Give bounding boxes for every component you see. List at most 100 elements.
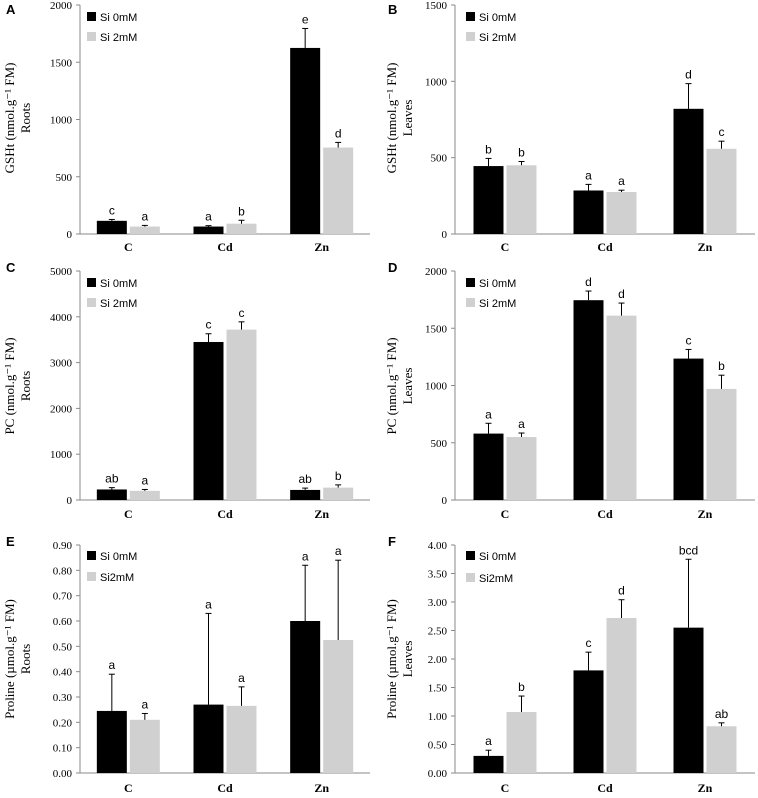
significance-letter: b	[485, 142, 492, 156]
significance-letter: c	[206, 318, 212, 332]
y-tick-label: 0	[67, 495, 73, 507]
legend-swatch	[87, 572, 96, 581]
y-tick-label: 500	[431, 153, 448, 165]
y-tick-label: 0.50	[428, 740, 448, 752]
bar-si2mm	[226, 329, 257, 500]
significance-letter: a	[141, 473, 148, 487]
significance-letter: e	[302, 12, 309, 26]
legend-label: Si 2mM	[100, 298, 137, 310]
significance-letter: ab	[105, 472, 119, 486]
legend-swatch	[466, 573, 475, 582]
legend-swatch	[466, 32, 475, 41]
y-axis-title-line2: Roots	[18, 103, 33, 133]
bar-si2mm	[323, 147, 354, 234]
bar-si0mm	[290, 489, 321, 500]
x-category-label: C	[124, 781, 133, 795]
y-axis-title-line1: PC (nmol.g⁻¹ FM)	[2, 337, 17, 434]
y-axis-title-line2: Leaves	[400, 100, 415, 137]
significance-letter: a	[585, 168, 592, 182]
y-tick-label: 2.50	[428, 626, 448, 638]
panel-a: A 0 500 1000 1500 2000 GSHt (nmol.g⁻¹ FM)Roots…	[2, 0, 370, 254]
bar-si0mm	[573, 670, 604, 773]
y-axis-title-line1: Proline (µmol.g⁻¹ FM)	[384, 599, 399, 719]
legend-swatch	[87, 278, 96, 287]
x-category-label: C	[501, 240, 510, 254]
x-category-label: Zn	[314, 781, 329, 795]
y-axis-title-line1: GSHt (nmol.g⁻¹ FM)	[2, 63, 17, 174]
significance-letter: d	[685, 68, 692, 82]
panel-letter: C	[6, 260, 16, 275]
bar-si2mm	[506, 165, 537, 234]
bar-si0mm	[290, 621, 321, 773]
bar-si2mm	[706, 726, 737, 773]
significance-letter: a	[141, 209, 148, 223]
bar-si0mm	[96, 220, 127, 234]
legend-label: Si2mM	[479, 573, 513, 585]
significance-letter: c	[719, 125, 725, 139]
y-axis-title-line2: Leaves	[400, 641, 415, 678]
y-tick-label: 500	[56, 172, 73, 184]
bar-si0mm	[673, 108, 704, 234]
y-tick-label: 0	[67, 229, 73, 241]
y-tick-label: 1500	[425, 0, 448, 12]
bar-si2mm	[323, 487, 354, 500]
y-tick-label: 0.00	[428, 768, 448, 780]
bar-si0mm	[193, 704, 224, 773]
y-tick-label: 0.20	[53, 717, 73, 729]
x-category-label: Cd	[217, 240, 233, 254]
bar-si0mm	[96, 710, 127, 773]
significance-letter: ab	[298, 472, 312, 486]
y-tick-label: 1500	[50, 57, 73, 69]
panel-letter: D	[388, 260, 397, 275]
panel-letter: E	[6, 534, 15, 549]
significance-letter: d	[618, 287, 625, 301]
y-tick-label: 1.00	[428, 711, 448, 723]
y-tick-label: 0.80	[53, 565, 73, 577]
legend-swatch	[466, 298, 475, 307]
x-category-label: Zn	[698, 507, 713, 521]
y-tick-label: 0.40	[53, 667, 73, 679]
significance-letter: a	[518, 417, 525, 431]
bar-si2mm	[606, 617, 637, 773]
y-tick-label: 1000	[425, 76, 448, 88]
significance-letter: d	[335, 126, 342, 140]
bar-si0mm	[673, 358, 704, 500]
y-tick-label: 3.50	[428, 569, 448, 581]
panel-c: C 0 1000 2000 3000 4000 5000 PC (nmol.g⁻¹ FM)Ro…	[2, 260, 370, 521]
panel-letter: B	[388, 2, 397, 17]
y-tick-label: 0.30	[53, 692, 73, 704]
bar-si2mm	[226, 223, 257, 234]
y-tick-label: 0	[442, 495, 448, 507]
x-category-label: Cd	[217, 781, 233, 795]
y-tick-label: 4.00	[428, 540, 448, 552]
y-axis-title: Proline (µmol.g⁻¹ FM)Leaves	[384, 599, 415, 719]
y-tick-label: 3000	[50, 358, 73, 370]
y-axis-title-line1: GSHt (nmol.g⁻¹ FM)	[384, 63, 399, 174]
y-tick-label: 0.70	[53, 591, 73, 603]
significance-letter: b	[335, 469, 342, 483]
y-tick-label: 0.50	[53, 641, 73, 653]
bar-si0mm	[473, 166, 504, 234]
legend-swatch	[87, 32, 96, 41]
y-axis-title-line1: PC (nmol.g⁻¹ FM)	[384, 337, 399, 434]
legend-label: Si 2mM	[479, 298, 516, 310]
legend-swatch	[87, 298, 96, 307]
panel-letter: F	[388, 534, 396, 549]
legend-label: Si 0mM	[479, 12, 516, 24]
legend-label: Si 2mM	[479, 32, 516, 44]
significance-letter: a	[238, 671, 245, 685]
legend-label: Si 0mM	[100, 551, 137, 563]
panel-b: B 0 500 1000 1500 GSHt (nmol.g⁻¹ FM)Leaves Cb b…	[384, 0, 755, 254]
panel-d: D 0 500 1000 1500 2000 PC (nmol.g⁻¹ FM)Leaves C…	[384, 260, 755, 521]
x-category-label: Cd	[597, 507, 613, 521]
y-axis-title-line1: Proline (µmol.g⁻¹ FM)	[2, 599, 17, 719]
bar-si2mm	[323, 640, 354, 773]
y-tick-label: 4000	[50, 312, 73, 324]
bar-si0mm	[290, 47, 321, 234]
significance-letter: bcd	[679, 543, 698, 557]
significance-letter: a	[205, 597, 212, 611]
y-tick-label: 1.50	[428, 683, 448, 695]
y-tick-label: 2000	[50, 0, 73, 12]
